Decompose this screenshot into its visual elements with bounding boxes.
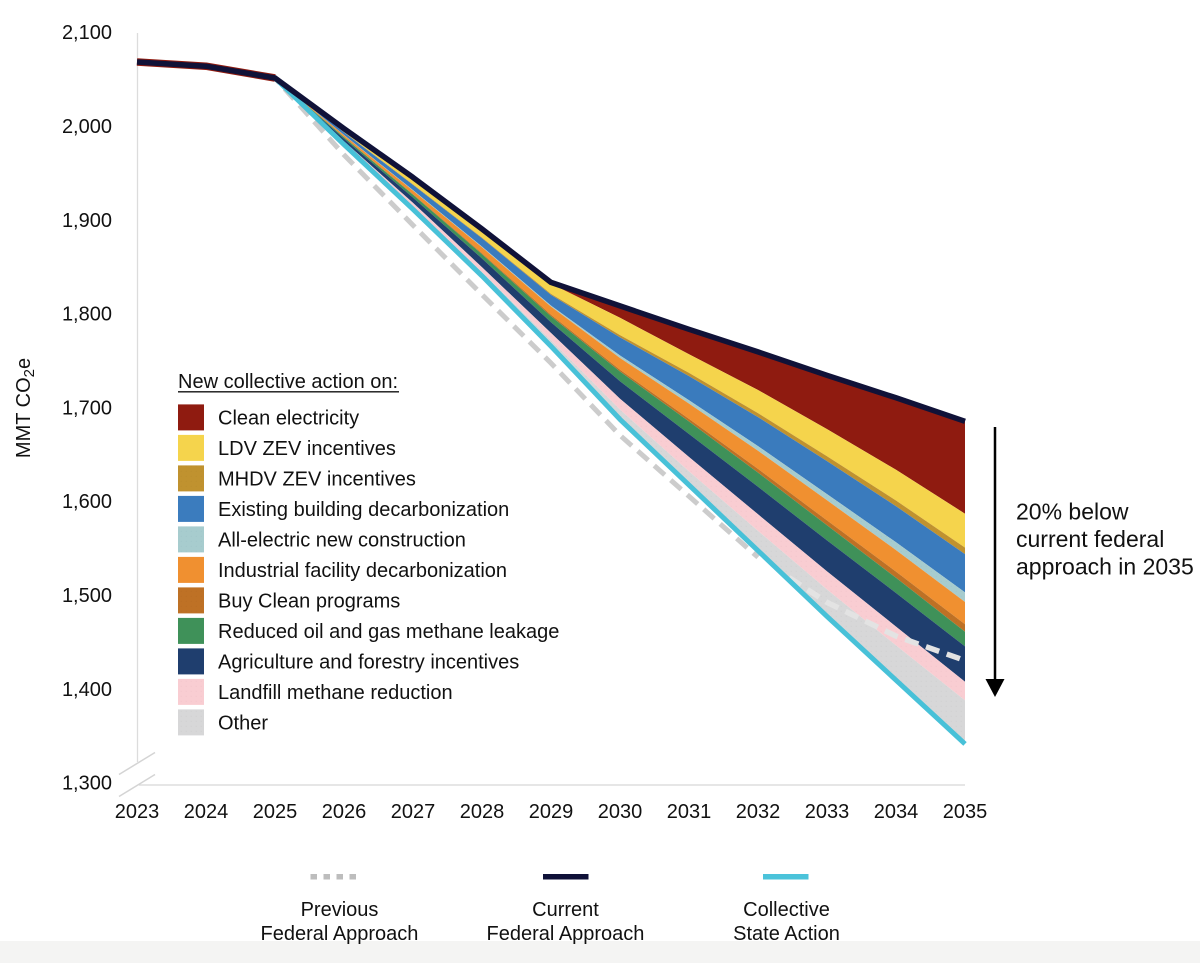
svg-text:Previous: Previous: [301, 899, 379, 921]
svg-text:1,700: 1,700: [62, 397, 112, 419]
svg-text:Industrial facility decarboniz: Industrial facility decarbonization: [218, 560, 507, 582]
svg-text:2026: 2026: [322, 801, 367, 823]
svg-text:1,400: 1,400: [62, 679, 112, 701]
svg-text:1,800: 1,800: [62, 304, 112, 326]
svg-text:Federal Approach: Federal Approach: [487, 923, 645, 945]
svg-text:Collective: Collective: [743, 899, 830, 921]
svg-text:State Action: State Action: [733, 923, 840, 945]
svg-text:Clean electricity: Clean electricity: [218, 407, 359, 429]
svg-text:2032: 2032: [736, 801, 781, 823]
svg-text:2023: 2023: [115, 801, 160, 823]
svg-text:2025: 2025: [253, 801, 298, 823]
svg-text:2029: 2029: [529, 801, 574, 823]
svg-text:20% below: 20% below: [1016, 499, 1129, 525]
svg-text:2,100: 2,100: [62, 22, 112, 44]
svg-text:All-electric new construction: All-electric new construction: [218, 529, 466, 551]
svg-text:2027: 2027: [391, 801, 436, 823]
svg-text:2033: 2033: [805, 801, 850, 823]
svg-text:Buy Clean programs: Buy Clean programs: [218, 590, 400, 612]
svg-text:Reduced oil and gas methane le: Reduced oil and gas methane leakage: [218, 621, 559, 643]
svg-text:1,300: 1,300: [62, 773, 112, 795]
svg-text:2024: 2024: [184, 801, 229, 823]
svg-text:Landfill methane reduction: Landfill methane reduction: [218, 682, 453, 704]
svg-text:Agriculture and forestry incen: Agriculture and forestry incentives: [218, 651, 519, 673]
svg-text:New collective action on:: New collective action on:: [178, 371, 398, 393]
svg-text:Current: Current: [532, 899, 599, 921]
svg-text:Other: Other: [218, 712, 268, 734]
svg-text:LDV ZEV incentives: LDV ZEV incentives: [218, 438, 396, 460]
svg-text:Existing building decarbonizat: Existing building decarbonization: [218, 499, 509, 521]
svg-text:2031: 2031: [667, 801, 712, 823]
svg-text:Federal Approach: Federal Approach: [261, 923, 419, 945]
svg-text:MHDV ZEV incentives: MHDV ZEV incentives: [218, 468, 416, 490]
svg-text:2035: 2035: [943, 801, 988, 823]
svg-text:2034: 2034: [874, 801, 919, 823]
svg-text:approach in 2035: approach in 2035: [1016, 554, 1194, 580]
svg-text:current federal: current federal: [1016, 526, 1164, 552]
svg-text:1,900: 1,900: [62, 210, 112, 232]
svg-text:2,000: 2,000: [62, 116, 112, 138]
svg-text:2028: 2028: [460, 801, 505, 823]
svg-text:2030: 2030: [598, 801, 643, 823]
svg-text:1,600: 1,600: [62, 491, 112, 513]
svg-text:1,500: 1,500: [62, 585, 112, 607]
